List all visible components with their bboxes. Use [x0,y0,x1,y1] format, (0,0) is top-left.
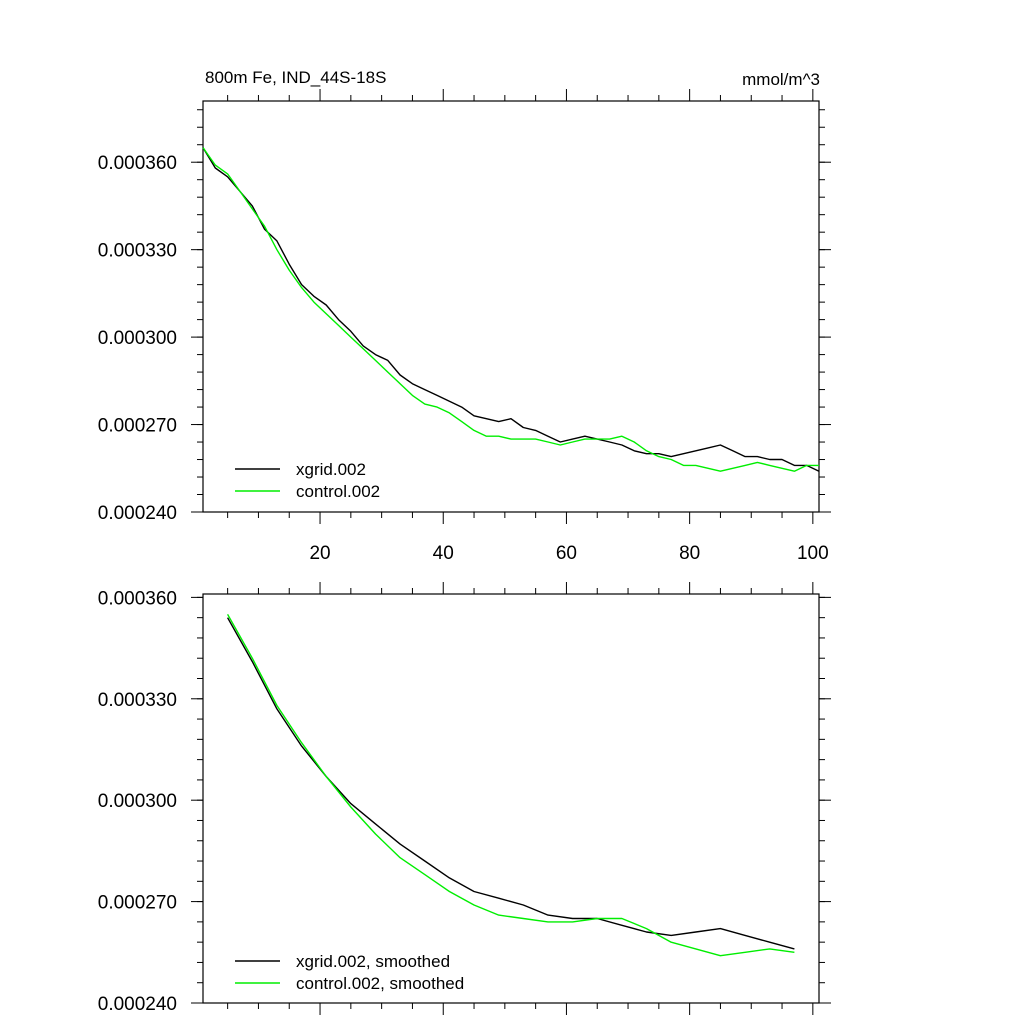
legend: xgrid.002, smoothed control.002, smoothe… [235,952,464,993]
chart-title: 800m Fe, IND_44S-18S [205,68,386,87]
series-line-control [226,613,795,957]
y-tick-label: 0.000300 [98,791,177,812]
y-tick-label: 0.000270 [98,893,177,914]
legend-label-control: control.002 [296,482,380,501]
y-tick-label: 0.000300 [98,328,177,349]
x-tick-label: 20 [309,543,330,564]
y-tick-labels: 0.000240 0.000270 0.000300 0.000330 0.000360 [98,588,177,1015]
tick-marks [191,582,831,1015]
top-panel: 800m Fe, IND_44S-18S mmol/m^3 0.0002400.… [98,68,831,564]
y-tick-label: 0.000240 [98,994,177,1015]
x-tick-label: 60 [556,543,577,564]
y-tick-label: 0.000360 [98,153,177,174]
plot-frame [202,100,820,513]
legend: xgrid.002 control.002 [235,460,380,501]
y-tick-label: 0.000270 [98,416,177,437]
tick-marks [191,89,831,524]
y-tick-label: 0.000240 [98,503,177,524]
y-tick-label: 0.000330 [98,690,177,711]
series-lines [226,613,795,957]
y-tick-label: 0.000360 [98,588,177,609]
y-tick-label: 0.000330 [98,241,177,262]
x-tick-label: 100 [797,543,829,564]
series-line-xgrid [226,617,795,950]
series-lines [202,147,820,472]
legend-label-xgrid: xgrid.002 [296,460,366,479]
series-line-control [202,147,819,472]
legend-label-control-smoothed: control.002, smoothed [296,974,464,993]
units-label: mmol/m^3 [742,70,820,89]
y-tick-labels: 0.000240 0.000270 0.000300 0.000330 0.000360 [98,153,177,524]
x-tick-label: 80 [679,543,700,564]
bottom-panel: 0.000240 0.000270 0.000300 0.000330 0.000360… [98,582,831,1015]
legend-label-xgrid-smoothed: xgrid.002, smoothed [296,952,450,971]
x-tick-label: 40 [433,543,454,564]
x-tick-labels: 20 40 60 80 100 [309,543,828,564]
series-line-xgrid [202,147,820,472]
plot-frame [202,593,820,1004]
